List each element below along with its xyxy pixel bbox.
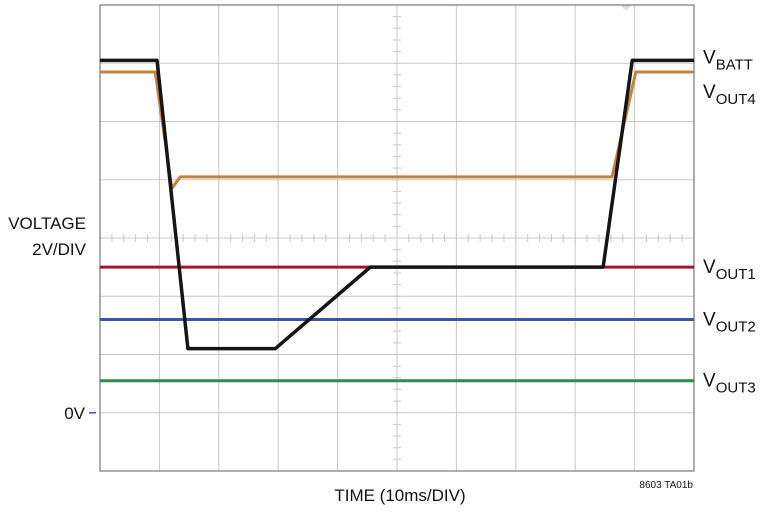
legend-label: VOUT4 (703, 82, 756, 108)
x-label: TIME (10ms/DIV) (334, 486, 465, 505)
zero-label: 0V (64, 404, 85, 423)
trigger-marker (620, 5, 632, 11)
plot-frame (99, 4, 695, 472)
figure-note: 8603 TA01b (639, 480, 693, 491)
legend-label: VBATT (703, 47, 753, 73)
legend-label: VOUT1 (703, 257, 756, 283)
y-label: 2V/DIV (32, 240, 87, 259)
series-line (100, 70, 694, 190)
legend-label: VOUT2 (703, 310, 756, 336)
y-label: VOLTAGE (8, 214, 86, 233)
series-line (100, 58, 694, 351)
legend-label: VOUT3 (703, 371, 756, 397)
